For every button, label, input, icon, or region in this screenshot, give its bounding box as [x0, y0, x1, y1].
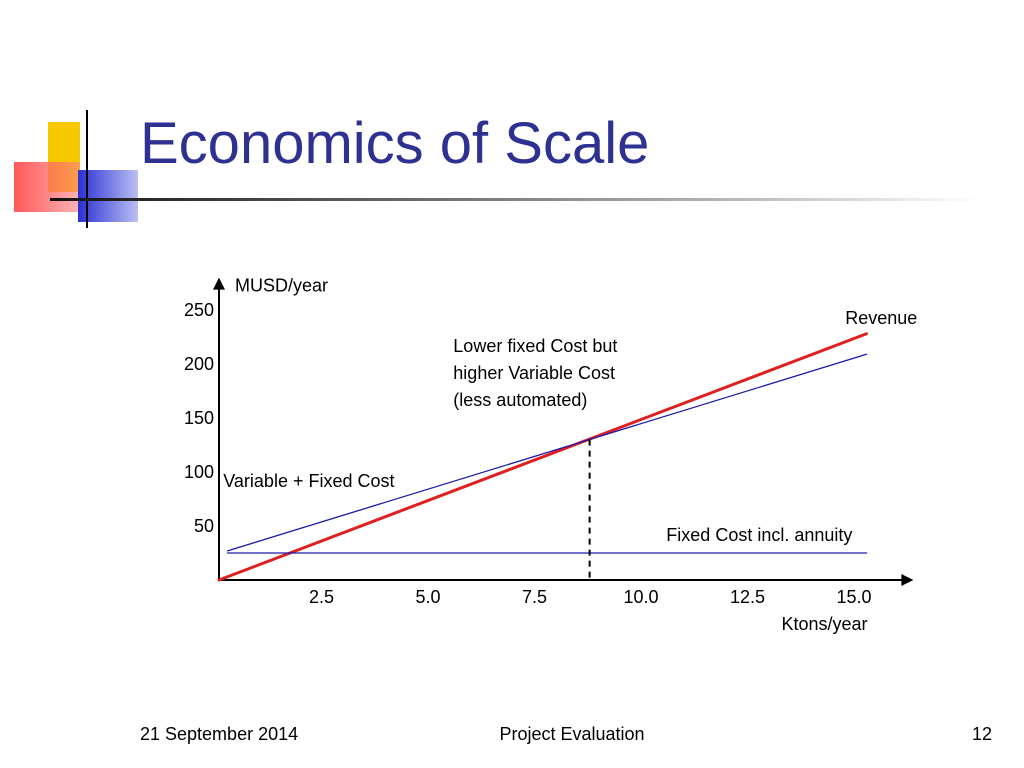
total-cost-line — [226, 353, 868, 552]
x-tick-label: 5.0 — [415, 587, 440, 607]
footer-date: 21 September 2014 — [140, 724, 299, 744]
x-tick-label: 7.5 — [522, 587, 547, 607]
revenue-label: Revenue — [845, 308, 917, 328]
decor-blue-square — [78, 170, 138, 222]
y-tick-label: 250 — [184, 300, 214, 320]
x-axis-arrow — [901, 574, 914, 586]
note-line-3: (less automated) — [453, 390, 587, 410]
decor-red-square — [14, 162, 80, 212]
y-axis-arrow — [213, 277, 225, 290]
slide-title: Economics of Scale — [140, 111, 650, 176]
x-tick-label: 15.0 — [836, 587, 871, 607]
y-axis-title: MUSD/year — [235, 276, 328, 296]
chart-tick-labels: MUSD/year Ktons/year 50 100 150 200 250 2.5 5.0 7… — [184, 276, 872, 634]
fixed-cost-label: Fixed Cost incl. annuity — [666, 525, 852, 545]
revenue-line — [217, 332, 869, 582]
note-line-1: Lower fixed Cost but — [453, 336, 617, 356]
x-tick-label: 10.0 — [623, 587, 658, 607]
y-tick-label: 100 — [184, 462, 214, 482]
y-tick-label: 200 — [184, 354, 214, 374]
decor-vertical-rule — [86, 110, 88, 228]
footer-title: Project Evaluation — [499, 724, 645, 744]
total-cost-label: Variable + Fixed Cost — [223, 471, 394, 491]
footer-page-number: 12 — [971, 724, 992, 744]
y-tick-label: 50 — [194, 516, 214, 536]
y-tick-label: 150 — [184, 408, 214, 428]
x-tick-label: 12.5 — [730, 587, 765, 607]
title-underline — [50, 198, 980, 201]
x-axis-title: Ktons/year — [781, 614, 867, 634]
chart-annotations: Revenue Lower fixed Cost but higher Variab… — [223, 308, 917, 545]
chart-series — [217, 332, 869, 582]
x-tick-label: 2.5 — [309, 587, 334, 607]
note-line-2: higher Variable Cost — [453, 363, 615, 383]
chart-axes — [213, 277, 914, 586]
